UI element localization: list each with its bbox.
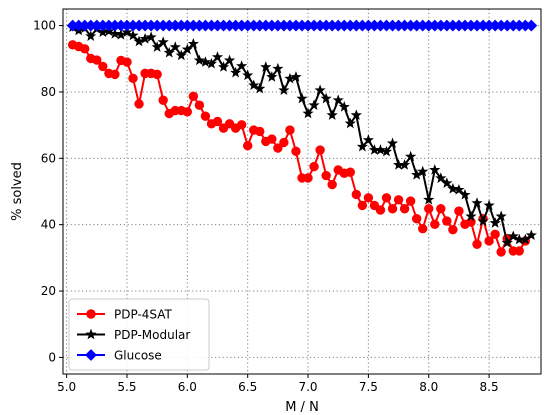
data-point bbox=[406, 197, 414, 205]
data-point bbox=[358, 201, 366, 209]
y-tick-label: 40 bbox=[41, 218, 56, 232]
data-point bbox=[81, 45, 89, 53]
x-tick-label: 6.5 bbox=[238, 380, 257, 394]
data-point bbox=[309, 100, 319, 109]
data-point bbox=[443, 217, 451, 225]
data-point bbox=[292, 147, 300, 155]
x-tick-label: 7.5 bbox=[359, 380, 378, 394]
data-point bbox=[431, 220, 439, 228]
data-point bbox=[394, 196, 402, 204]
data-point bbox=[388, 205, 396, 213]
x-tick-label: 5.5 bbox=[117, 380, 136, 394]
x-axis-label: M / N bbox=[285, 400, 319, 415]
data-point bbox=[304, 174, 312, 182]
data-point bbox=[328, 180, 336, 188]
data-point bbox=[135, 100, 143, 108]
y-axis-label: % solved bbox=[10, 162, 25, 221]
data-point bbox=[515, 247, 523, 255]
data-point bbox=[195, 101, 203, 109]
legend-marker bbox=[87, 310, 95, 318]
data-point bbox=[297, 94, 307, 103]
legend-label: Glucose bbox=[114, 349, 162, 363]
data-point bbox=[286, 126, 294, 134]
data-point bbox=[437, 205, 445, 213]
legend: PDP-4SAT PDP-Modular Glucose bbox=[69, 299, 209, 370]
legend-label: PDP-Modular bbox=[114, 328, 190, 342]
y-tick-label: 20 bbox=[41, 284, 56, 298]
data-point bbox=[449, 225, 457, 233]
y-axis-ticks: 0 20 40 60 80 100 bbox=[33, 19, 63, 365]
data-point bbox=[146, 32, 156, 41]
data-point bbox=[243, 142, 251, 150]
data-point bbox=[111, 70, 119, 78]
data-point bbox=[123, 58, 131, 66]
data-point bbox=[237, 121, 245, 129]
data-point bbox=[376, 206, 384, 214]
data-point bbox=[153, 70, 161, 78]
data-point bbox=[315, 85, 325, 94]
data-point bbox=[382, 194, 390, 202]
data-point bbox=[364, 194, 372, 202]
data-point bbox=[99, 62, 107, 70]
data-point bbox=[280, 138, 288, 146]
data-point bbox=[201, 112, 209, 120]
data-point bbox=[129, 74, 137, 82]
data-point bbox=[400, 205, 408, 213]
data-point bbox=[424, 195, 434, 204]
series-pdp-4sat bbox=[68, 41, 529, 256]
x-axis-ticks: 5.0 5.5 6.0 6.5 7.0 7.5 8.0 8.5 bbox=[57, 374, 499, 394]
data-point bbox=[327, 110, 337, 119]
data-point bbox=[322, 171, 330, 179]
data-point bbox=[526, 20, 536, 30]
data-point bbox=[491, 230, 499, 238]
series-glucose bbox=[67, 20, 536, 30]
data-point bbox=[473, 240, 481, 248]
data-point bbox=[455, 207, 463, 215]
x-tick-label: 7.0 bbox=[298, 380, 317, 394]
data-point bbox=[183, 108, 191, 116]
series-layer bbox=[67, 20, 536, 256]
data-point bbox=[268, 135, 276, 143]
data-point bbox=[310, 162, 318, 170]
data-point bbox=[346, 168, 354, 176]
data-point bbox=[159, 96, 167, 104]
series-pdp-modular bbox=[68, 22, 536, 247]
data-point bbox=[189, 92, 197, 100]
x-tick-label: 6.0 bbox=[178, 380, 197, 394]
data-point bbox=[316, 146, 324, 154]
data-point bbox=[485, 237, 493, 245]
y-tick-label: 100 bbox=[33, 19, 56, 33]
x-tick-label: 8.0 bbox=[419, 380, 438, 394]
data-point bbox=[201, 57, 211, 66]
data-point bbox=[195, 55, 205, 64]
x-tick-label: 8.5 bbox=[480, 380, 499, 394]
legend-label: PDP-4SAT bbox=[114, 308, 173, 322]
data-point bbox=[467, 218, 475, 226]
data-point bbox=[213, 117, 221, 125]
y-tick-label: 80 bbox=[41, 85, 56, 99]
data-point bbox=[279, 85, 289, 94]
data-point bbox=[352, 190, 360, 198]
data-point bbox=[285, 74, 295, 83]
x-tick-label: 5.0 bbox=[57, 380, 76, 394]
data-point bbox=[256, 127, 264, 135]
data-point bbox=[412, 215, 420, 223]
y-tick-label: 60 bbox=[41, 151, 56, 165]
data-point bbox=[419, 224, 427, 232]
data-point bbox=[425, 205, 433, 213]
y-tick-label: 0 bbox=[48, 350, 56, 364]
data-point bbox=[497, 248, 505, 256]
